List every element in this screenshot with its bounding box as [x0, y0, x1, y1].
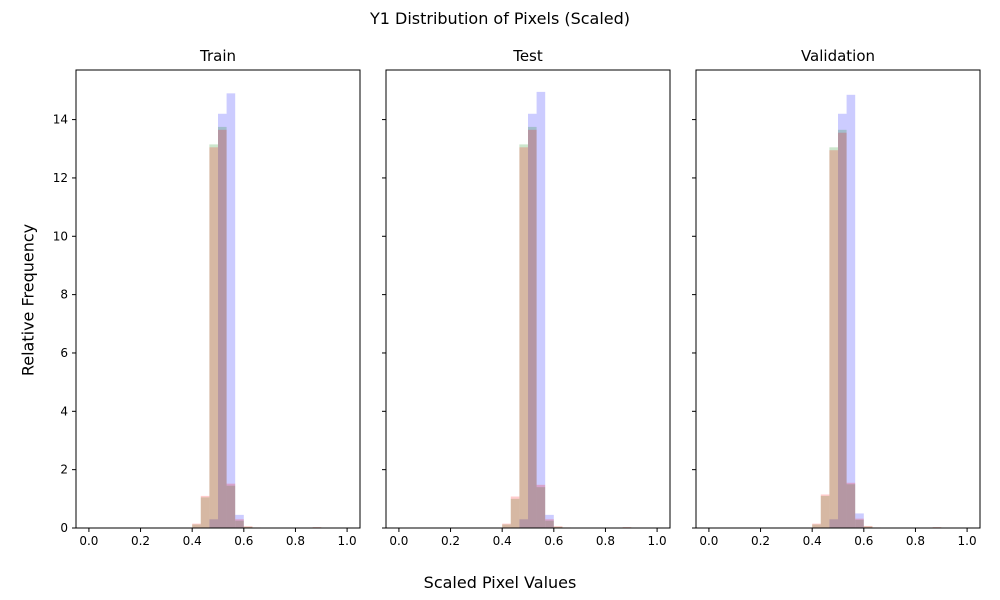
histogram-bar	[209, 147, 218, 528]
x-tick-label: 0.8	[906, 534, 925, 548]
histogram-bar	[553, 526, 563, 528]
histogram-bar	[226, 93, 236, 528]
plot-frame	[385, 69, 671, 529]
x-tick-label: 0.0	[389, 534, 408, 548]
histogram-bar	[855, 518, 864, 528]
x-tick-label: 0.4	[803, 534, 822, 548]
histogram-bar	[536, 484, 546, 528]
y-tick-label: 12	[53, 171, 68, 185]
plot-frame	[75, 69, 361, 529]
y-tick-label: 0	[60, 521, 68, 535]
histogram-bar	[829, 150, 838, 528]
histogram-bar	[226, 483, 236, 528]
x-tick-label: 0.6	[854, 534, 873, 548]
x-tick-label: 0.6	[544, 534, 563, 548]
histogram-bar	[200, 497, 210, 528]
histogram-bar	[243, 526, 253, 528]
x-tick-label: 0.4	[183, 534, 202, 548]
histogram-bar	[838, 113, 847, 528]
histogram-bar	[528, 129, 537, 528]
x-tick-label: 0.8	[596, 534, 615, 548]
histogram-bar	[536, 487, 546, 528]
x-tick-label: 1.0	[338, 534, 357, 548]
histogram-bar	[838, 129, 847, 528]
histogram-bar	[209, 519, 218, 528]
histogram-bar	[846, 94, 856, 529]
histogram-bar	[209, 144, 218, 528]
panel-title: Train	[199, 47, 236, 65]
histogram-bar	[519, 147, 528, 528]
histogram-bar	[545, 520, 554, 528]
y-tick-label: 10	[53, 229, 68, 243]
histogram-bar	[536, 91, 546, 529]
x-tick-label: 1.0	[958, 534, 977, 548]
histogram-bar	[218, 126, 227, 529]
x-tick-label: 0.4	[493, 534, 512, 548]
histogram-bar	[829, 147, 838, 528]
histogram-bar	[863, 526, 873, 528]
y-tick-label: 8	[60, 288, 68, 302]
panel-test: 0.0 0.2 0.4 0.6 0.8 1.0 Test	[382, 47, 671, 548]
histogram-bar	[812, 524, 821, 528]
x-axis-label: Scaled Pixel Values	[423, 573, 577, 592]
x-tick-label: 0.6	[234, 534, 253, 548]
histogram-bar	[218, 113, 227, 528]
histogram-bar	[200, 495, 210, 528]
histogram-bar	[846, 482, 856, 528]
y-tick-label: 4	[60, 404, 68, 418]
histogram-bar	[218, 129, 227, 528]
histogram-bar	[226, 485, 236, 528]
histogram-bar	[243, 526, 253, 528]
x-tick-label: 0.8	[286, 534, 305, 548]
x-tick-label: 0.0	[79, 534, 98, 548]
histogram-bar	[519, 519, 528, 528]
y-tick-label: 14	[53, 113, 68, 127]
x-tick-label: 0.2	[131, 534, 150, 548]
histogram-bar	[855, 519, 864, 528]
panel-train: 0.0 0.2 0.4 0.6 0.8 1.0 0 2 4 6 8 10 12 14 Train	[53, 47, 361, 548]
histogram-bar	[510, 496, 520, 528]
histogram-bar	[192, 524, 201, 528]
histogram-bar	[235, 514, 244, 528]
panel-validation: 0.0 0.2 0.4 0.6 0.8 1.0 Validation	[692, 47, 981, 548]
x-tick-label: 1.0	[648, 534, 667, 548]
histogram-bar	[820, 494, 830, 528]
plot-frame	[695, 69, 981, 529]
histogram-bar	[519, 144, 528, 528]
y-tick-label: 6	[60, 346, 68, 360]
x-tick-label: 0.0	[699, 534, 718, 548]
histogram-bar	[812, 523, 821, 528]
histogram-bar	[510, 498, 520, 528]
histogram-bar	[820, 495, 830, 528]
histogram-bar	[528, 113, 537, 528]
panel-title: Test	[512, 47, 543, 65]
histogram-bar	[235, 520, 244, 528]
panel-title: Validation	[801, 47, 875, 65]
histogram-bar	[855, 513, 864, 528]
histogram-bar	[553, 526, 563, 528]
histogram-bar	[528, 126, 537, 529]
histogram-bar	[838, 132, 847, 529]
histogram-bar	[829, 519, 838, 528]
histogram-bar	[235, 519, 244, 528]
histogram-bar	[502, 524, 511, 528]
x-tick-label: 0.2	[751, 534, 770, 548]
histogram-bar	[502, 523, 511, 528]
figure-title: Y1 Distribution of Pixels (Scaled)	[369, 9, 631, 28]
histogram-bar	[863, 525, 873, 528]
histogram-bar	[192, 523, 201, 528]
histogram-bar	[545, 514, 554, 528]
x-tick-label: 0.2	[441, 534, 460, 548]
y-tick-label: 2	[60, 463, 68, 477]
histogram-bar	[846, 484, 856, 528]
histogram-bar	[545, 519, 554, 528]
